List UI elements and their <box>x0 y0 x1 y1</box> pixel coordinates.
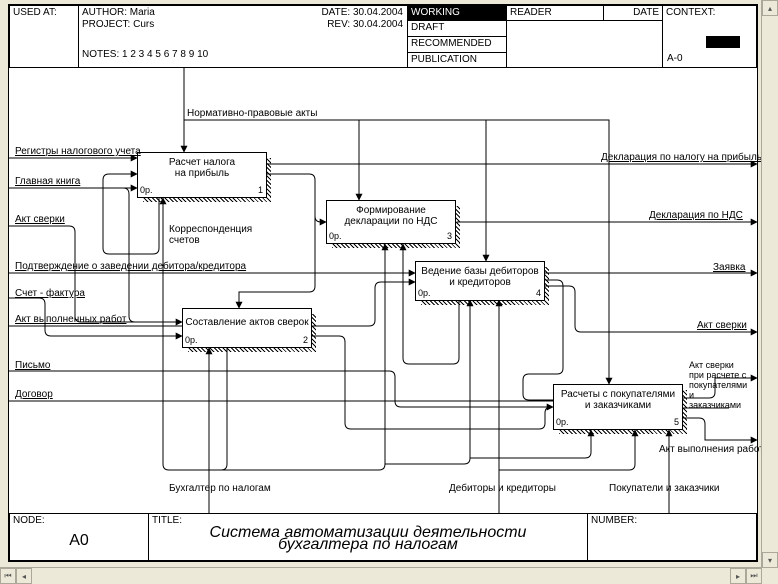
hdr-draft: DRAFT <box>407 20 507 37</box>
ftr-title-lbl: TITLE: <box>152 515 182 526</box>
lbl-pismo: Письмо <box>15 360 50 371</box>
activity-4-name: Ведение базы дебиторов и кредиторов <box>416 266 544 288</box>
activity-4-num: 4 <box>536 288 541 299</box>
lbl-dog: Договор <box>15 389 53 400</box>
activity-3: Формирование декларации по НДС 0р. 3 <box>326 200 456 244</box>
activity-5-name: Расчеты с покупателями и заказчиками <box>554 389 682 411</box>
hdr-working: WORKING <box>407 5 507 21</box>
lbl-as: Акт сверки <box>15 214 65 225</box>
activity-1-name: Расчет налога на прибыль <box>138 157 266 179</box>
lbl-dnds: Декларация по НДС <box>649 210 743 221</box>
activity-5-ref: 0р. <box>556 417 569 428</box>
hdr-author-block: AUTHOR: Maria PROJECT: Curs NOTES: 1 2 3… <box>78 5 408 68</box>
scroll-last-icon[interactable]: ⏭ <box>746 568 762 584</box>
scroll-up-icon[interactable]: ▴ <box>762 0 778 16</box>
lbl-korr: Корреспонденция счетов <box>169 224 252 246</box>
ftr-number: NUMBER: <box>587 513 757 561</box>
hdr-notes: NOTES: 1 2 3 4 5 6 7 8 9 10 <box>82 49 404 61</box>
diagram-body: Расчет налога на прибыль 0р. 1 Составлен… <box>9 68 757 513</box>
ftr-number-lbl: NUMBER: <box>591 515 637 526</box>
hdr-context-lbl: CONTEXT: <box>666 7 715 18</box>
hdr-reader: READER <box>506 5 604 21</box>
lbl-bux: Бухгалтер по налогам <box>169 483 271 494</box>
hdr-reader-body <box>506 20 663 68</box>
vertical-scrollbar[interactable]: ▴ ▾ <box>761 0 778 568</box>
scroll-down-icon[interactable]: ▾ <box>762 552 778 568</box>
hdr-recommended: RECOMMENDED <box>407 36 507 53</box>
activity-1-ref: 0р. <box>140 185 153 196</box>
hdr-context: CONTEXT: A-0 <box>662 5 757 68</box>
activity-3-ref: 0р. <box>329 231 342 242</box>
lbl-podtv: Подтверждение о заведении дебитора/креди… <box>15 261 246 272</box>
lbl-sf: Счет - фактура <box>15 288 85 299</box>
arrows-layer <box>9 68 757 513</box>
scroll-right-icon[interactable]: ▸ <box>730 568 746 584</box>
activity-2-ref: 0р. <box>185 335 198 346</box>
lbl-norm: Нормативно-правовые акты <box>187 108 317 119</box>
hdr-usedat: USED AT: <box>9 5 79 68</box>
lbl-asr: Акт сверки при расчете с покупателями и … <box>689 360 747 410</box>
lbl-as2: Акт сверки <box>697 320 747 331</box>
activity-1-num: 1 <box>258 185 263 196</box>
hdr-a0: A-0 <box>667 53 683 65</box>
lbl-dnp: Декларация по налогу на прибыль <box>601 152 762 163</box>
hdr-date: DATE: 30.04.2004 <box>321 7 403 19</box>
activity-2: Составление актов сверок 0р. 2 <box>182 308 312 348</box>
context-box-icon <box>706 36 740 48</box>
hdr-date2: DATE <box>603 5 663 21</box>
lbl-avr2: Акт выполнения работ <box>659 444 764 455</box>
activity-5: Расчеты с покупателями и заказчиками 0р.… <box>553 384 683 430</box>
activity-2-num: 2 <box>303 335 308 346</box>
activity-4-ref: 0р. <box>418 288 431 299</box>
activity-3-num: 3 <box>447 231 452 242</box>
activity-2-name: Составление актов сверок <box>185 317 308 328</box>
hdr-publication: PUBLICATION <box>407 52 507 68</box>
lbl-avr: Акт выполненных работ <box>15 314 126 325</box>
activity-4: Ведение базы дебиторов и кредиторов 0р. … <box>415 261 545 301</box>
ftr-title: TITLE: Система автоматизации деятельност… <box>148 513 588 561</box>
lbl-gb: Главная книга <box>15 176 80 187</box>
lbl-zayav: Заявка <box>713 262 746 273</box>
ftr-node-val: A0 <box>13 535 145 547</box>
scroll-left-icon[interactable]: ◂ <box>16 568 32 584</box>
lbl-reg: Регистры налогового учета <box>15 146 141 157</box>
idef0-page: USED AT: AUTHOR: Maria PROJECT: Curs NOT… <box>8 4 758 562</box>
activity-1: Расчет налога на прибыль 0р. 1 <box>137 152 267 198</box>
horizontal-scrollbar[interactable]: ⏮ ◂ ▸ ⏭ <box>0 567 762 584</box>
scroll-first-icon[interactable]: ⏮ <box>0 568 16 584</box>
ftr-node-lbl: NODE: <box>13 515 45 526</box>
activity-5-num: 5 <box>674 417 679 428</box>
hdr-rev: REV: 30.04.2004 <box>327 19 403 31</box>
footer: NODE: A0 TITLE: Система автоматизации де… <box>9 513 757 561</box>
lbl-dk: Дебиторы и кредиторы <box>449 483 556 494</box>
ftr-node: NODE: A0 <box>9 513 149 561</box>
lbl-pz: Покупатели и заказчики <box>609 483 719 494</box>
activity-3-name: Формирование декларации по НДС <box>327 205 455 227</box>
